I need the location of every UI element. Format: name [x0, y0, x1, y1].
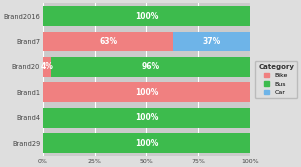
Text: 37%: 37%: [203, 37, 221, 46]
Bar: [43, 57, 51, 77]
Bar: [43, 108, 250, 128]
Bar: [43, 133, 250, 153]
Bar: [43, 6, 250, 26]
Text: 100%: 100%: [135, 88, 158, 97]
Text: 100%: 100%: [135, 113, 158, 122]
Bar: [173, 32, 250, 51]
Legend: Bike, Bus, Car: Bike, Bus, Car: [255, 61, 297, 99]
Text: 100%: 100%: [135, 139, 158, 148]
Text: 4%: 4%: [41, 62, 54, 71]
Text: 100%: 100%: [135, 12, 158, 21]
Bar: [51, 57, 250, 77]
Text: 96%: 96%: [141, 62, 160, 71]
Text: 63%: 63%: [99, 37, 117, 46]
Bar: [43, 82, 250, 102]
Bar: [43, 32, 173, 51]
